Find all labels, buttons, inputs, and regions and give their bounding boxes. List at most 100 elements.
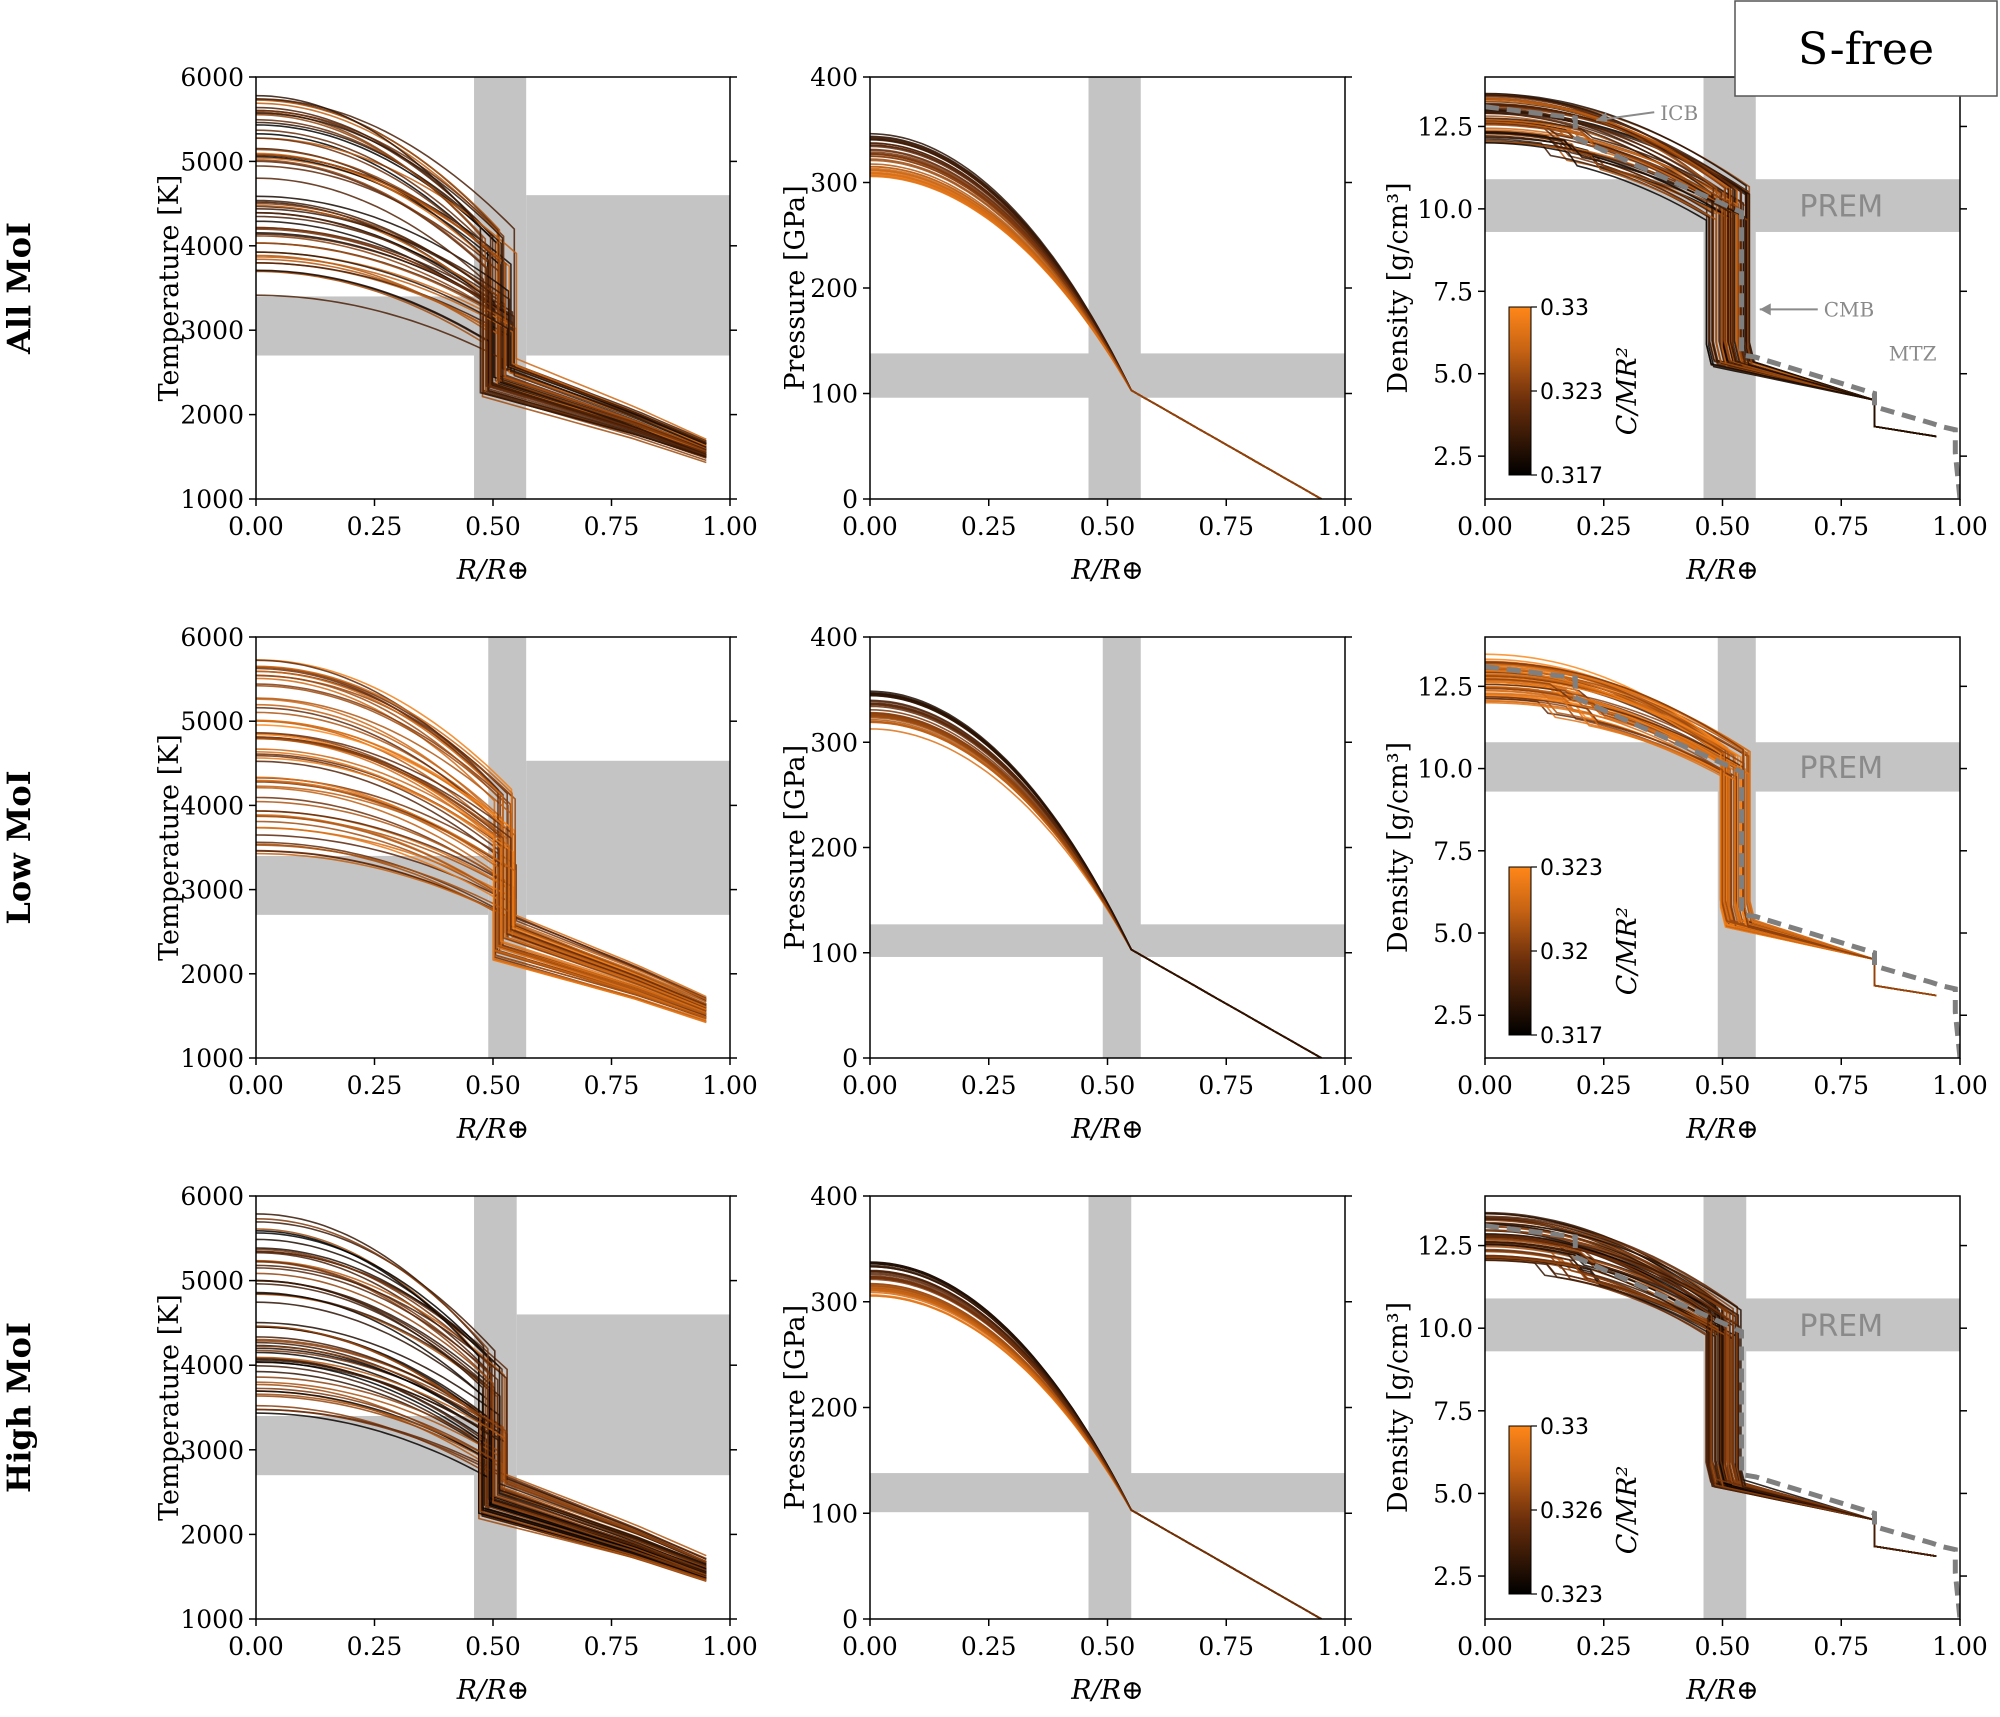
y-axis-label: Pressure [GPa]	[780, 745, 811, 950]
x-tick-label: 0.25	[347, 512, 403, 541]
x-axis-label: R/R⊕	[1070, 1114, 1143, 1145]
profile-line	[1485, 140, 1937, 438]
profile-line	[256, 780, 707, 1015]
y-axis-label: Density [g/cm³]	[1383, 1302, 1414, 1513]
x-tick-label: 0.25	[347, 1632, 403, 1661]
x-tick-label: 0.50	[1695, 512, 1751, 541]
y-tick-label: 3000	[180, 316, 244, 345]
x-tick-label: 0.25	[961, 512, 1017, 541]
x-tick-label: 0.00	[1457, 1071, 1513, 1100]
x-tick-label: 0.50	[1080, 512, 1136, 541]
legend-box: S-free	[1734, 0, 1998, 97]
y-tick-label: 300	[810, 169, 858, 198]
pressure-band	[870, 1473, 1345, 1513]
y-axis-label: Temperature [K]	[154, 1294, 185, 1521]
x-tick-label: 0.50	[1080, 1071, 1136, 1100]
y-tick-label: 5000	[180, 147, 244, 176]
prem-label: PREM	[1799, 751, 1883, 786]
y-tick-label: 100	[810, 939, 858, 968]
x-tick-label: 0.75	[1198, 512, 1254, 541]
y-tick-label: 10.0	[1417, 755, 1473, 784]
profile-line	[1485, 142, 1937, 438]
icb-annotation: ICB	[1660, 101, 1698, 125]
x-tick-label: 1.00	[702, 512, 758, 541]
y-tick-label: 6000	[180, 63, 244, 92]
x-tick-label: 0.25	[1576, 1071, 1632, 1100]
profile-line	[870, 700, 1322, 1058]
temperature-band	[526, 760, 730, 915]
cmb-band	[1088, 77, 1141, 499]
colorbar	[1508, 1425, 1532, 1595]
profile-line	[256, 719, 707, 1011]
y-tick-label: 7.5	[1433, 277, 1473, 306]
profile-line	[256, 1387, 707, 1572]
profile-line	[256, 153, 707, 449]
y-axis-label: Pressure [GPa]	[780, 1305, 811, 1510]
y-tick-label: 300	[810, 1288, 858, 1317]
y-tick-label: 1000	[180, 1605, 244, 1634]
y-tick-label: 400	[810, 623, 858, 652]
panel-pressure: 0.00 0.25 0.50 0.75 1.00 0 100 200 300 400 R/R⊕ Pre…	[780, 63, 1373, 586]
profile-line	[256, 270, 707, 464]
panel-density: PREM 0.317 0.32 0.323 C/MR² 0.00 0.25 0.50 0.75 1…	[1383, 636, 1988, 1145]
y-tick-label: 12.5	[1417, 1232, 1473, 1261]
cmb-band	[1102, 637, 1141, 1058]
series-lines	[870, 132, 1322, 499]
x-tick-label: 0.25	[961, 1071, 1017, 1100]
colorbar-label: C/MR²	[1612, 1466, 1643, 1555]
series-lines	[1485, 653, 1960, 1058]
profile-line	[870, 692, 1322, 1058]
x-axis-label: R/R⊕	[1685, 1114, 1758, 1145]
y-axis-label: Temperature [K]	[154, 734, 185, 961]
profile-line	[870, 153, 1322, 499]
profile-line	[256, 1393, 707, 1564]
y-tick-label: 1000	[180, 485, 244, 514]
x-tick-label: 0.00	[842, 512, 898, 541]
series-lines	[1485, 1211, 1960, 1619]
profile-line	[256, 1336, 707, 1574]
colorbar-tick-label: 0.323	[1540, 856, 1603, 881]
x-tick-label: 0.25	[1576, 512, 1632, 541]
profile-line	[256, 1218, 707, 1578]
series-lines	[256, 94, 707, 464]
x-tick-label: 0.00	[228, 1071, 284, 1100]
profile-line	[256, 1356, 707, 1557]
x-tick-label: 0.00	[228, 1632, 284, 1661]
y-tick-label: 5.0	[1433, 919, 1473, 948]
x-tick-label: 0.00	[228, 512, 284, 541]
panel-pressure: 0.00 0.25 0.50 0.75 1.00 0 100 200 300 400 R/R⊕ Pre…	[780, 623, 1373, 1145]
profile-line	[256, 1232, 707, 1575]
profile-line	[256, 827, 707, 998]
colorbar-label: C/MR²	[1612, 907, 1643, 996]
x-axis-label: R/R⊕	[456, 1675, 529, 1706]
profile-line	[256, 785, 707, 1001]
temperature-band-left	[256, 296, 475, 356]
pressure-band	[870, 924, 1345, 957]
x-tick-label: 0.25	[1576, 1632, 1632, 1661]
profile-line	[1485, 692, 1937, 997]
profile-line	[256, 1291, 707, 1579]
profile-line	[256, 1272, 707, 1576]
row-label: High MoI	[0, 1322, 38, 1493]
profile-line	[256, 697, 707, 1009]
profile-line	[256, 94, 707, 458]
profile-line	[256, 810, 707, 1002]
x-tick-label: 0.50	[1695, 1071, 1751, 1100]
colorbar-tick-label: 0.326	[1540, 1499, 1603, 1524]
profile-line	[256, 1267, 707, 1568]
colorbar	[1508, 306, 1532, 476]
x-tick-label: 0.00	[842, 1632, 898, 1661]
profile-line	[256, 844, 707, 1003]
profile-line	[256, 1247, 707, 1567]
profile-line	[256, 1325, 707, 1581]
x-tick-label: 1.00	[1932, 1632, 1988, 1661]
x-tick-label: 1.00	[1317, 1071, 1373, 1100]
colorbar-tick-label: 0.323	[1540, 380, 1603, 405]
profile-line	[870, 693, 1322, 1058]
profile-line	[1485, 119, 1937, 438]
profile-line	[870, 1273, 1322, 1619]
x-tick-label: 1.00	[1932, 512, 1988, 541]
legend-label: S-free	[1798, 24, 1934, 75]
colorbar-tick-label: 0.323	[1540, 1583, 1603, 1608]
profile-line	[256, 106, 707, 454]
